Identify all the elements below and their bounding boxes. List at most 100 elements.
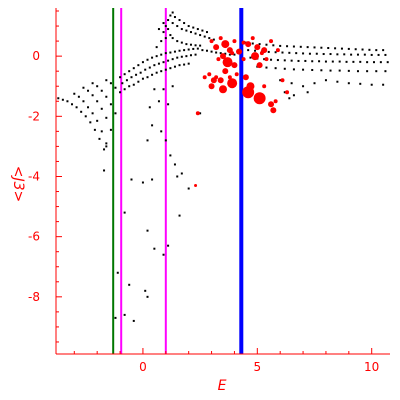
data-point-black-171 [377, 53, 380, 56]
data-point-red-5 [232, 39, 237, 44]
data-point-black-106 [189, 31, 192, 34]
data-point-black-127 [219, 52, 222, 55]
data-point-red-0 [209, 39, 214, 44]
data-point-black-226 [171, 85, 174, 88]
data-point-black-82 [173, 65, 176, 68]
series-red-points [194, 36, 290, 188]
data-point-black-121 [201, 29, 204, 32]
data-point-red-9 [216, 57, 221, 62]
data-point-black-163 [322, 53, 325, 56]
data-point-black-190 [366, 61, 369, 64]
data-point-black-234 [169, 154, 172, 157]
data-point-black-111 [212, 38, 215, 41]
data-point-black-96 [189, 43, 192, 46]
y-tick-label: -8 [28, 290, 40, 304]
data-point-black-64 [167, 59, 170, 62]
x-tick-label: 0 [139, 360, 147, 374]
data-point-black-49 [178, 49, 181, 52]
data-point-black-211 [302, 85, 305, 88]
data-point-black-41 [141, 61, 144, 64]
data-point-black-157 [281, 51, 284, 54]
data-point-black-129 [228, 53, 231, 56]
data-point-black-210 [290, 82, 293, 85]
data-point-black-63 [162, 61, 165, 64]
data-point-black-183 [318, 60, 321, 63]
data-point-black-85 [187, 62, 190, 65]
data-point-black-215 [347, 82, 350, 85]
data-point-black-212 [313, 82, 316, 85]
data-point-black-48 [173, 50, 176, 53]
data-point-black-34 [114, 86, 117, 89]
data-point-black-72 [128, 85, 131, 88]
data-point-black-181 [304, 59, 307, 62]
data-point-black-54 [121, 82, 124, 85]
data-point-black-73 [132, 83, 135, 86]
data-point-black-62 [157, 62, 160, 65]
data-point-black-36 [119, 76, 122, 79]
data-point-black-55 [125, 79, 128, 82]
data-point-black-95 [185, 43, 188, 46]
data-point-red-3 [221, 40, 230, 49]
data-point-black-205 [356, 70, 359, 73]
data-point-black-196 [274, 67, 277, 70]
data-point-black-126 [215, 51, 218, 54]
data-point-black-70 [194, 53, 197, 56]
data-point-black-98 [199, 44, 202, 47]
data-point-black-180 [297, 59, 300, 62]
data-point-black-114 [171, 11, 174, 14]
data-point-black-236 [130, 178, 133, 181]
data-point-black-102 [171, 22, 174, 25]
data-point-red-38 [202, 75, 207, 80]
data-point-black-139 [299, 45, 302, 48]
data-point-red-43 [285, 90, 290, 95]
series-black-points [57, 11, 389, 322]
data-point-black-19 [82, 86, 85, 89]
data-point-red-45 [236, 48, 243, 55]
data-point-black-198 [292, 68, 295, 71]
data-point-black-109 [203, 35, 206, 38]
data-point-black-217 [370, 83, 373, 86]
data-point-black-148 [361, 48, 364, 51]
data-point-black-225 [162, 88, 165, 91]
data-point-black-178 [283, 59, 286, 62]
data-point-black-166 [343, 53, 346, 56]
data-point-black-42 [146, 58, 149, 61]
y-axis-title: <J3> [10, 166, 26, 203]
data-point-red-10 [222, 68, 229, 75]
data-point-black-123 [201, 49, 204, 52]
data-point-black-65 [171, 58, 174, 61]
data-point-black-83 [178, 64, 181, 67]
data-point-black-118 [187, 25, 190, 28]
data-point-black-90 [167, 28, 170, 31]
data-point-black-162 [315, 52, 318, 55]
data-point-black-26 [91, 82, 94, 85]
data-point-black-38 [128, 70, 131, 73]
data-point-red-7 [222, 57, 233, 68]
y-tick-label: 0 [32, 49, 40, 63]
data-point-black-242 [146, 229, 149, 232]
data-point-black-5 [80, 110, 83, 113]
data-point-black-101 [167, 19, 170, 22]
data-point-black-46 [164, 52, 167, 55]
data-point-black-238 [151, 178, 154, 181]
data-point-black-219 [283, 91, 286, 94]
data-point-black-14 [87, 106, 90, 109]
data-point-black-78 [155, 71, 158, 74]
data-point-black-229 [148, 106, 151, 109]
data-point-black-192 [379, 61, 382, 64]
data-point-black-66 [176, 56, 179, 59]
data-point-black-185 [331, 60, 334, 63]
data-point-black-149 [368, 48, 371, 51]
data-point-red-34 [270, 107, 277, 114]
data-point-black-155 [267, 50, 270, 53]
data-point-black-84 [183, 63, 186, 66]
data-point-black-257 [105, 145, 108, 148]
data-point-black-243 [153, 247, 156, 250]
data-point-black-250 [146, 295, 149, 298]
data-point-black-143 [327, 47, 330, 50]
data-point-black-68 [185, 55, 188, 58]
data-point-black-32 [105, 79, 108, 82]
data-point-black-45 [160, 53, 163, 56]
data-point-black-158 [288, 51, 291, 54]
data-point-black-99 [157, 28, 160, 31]
